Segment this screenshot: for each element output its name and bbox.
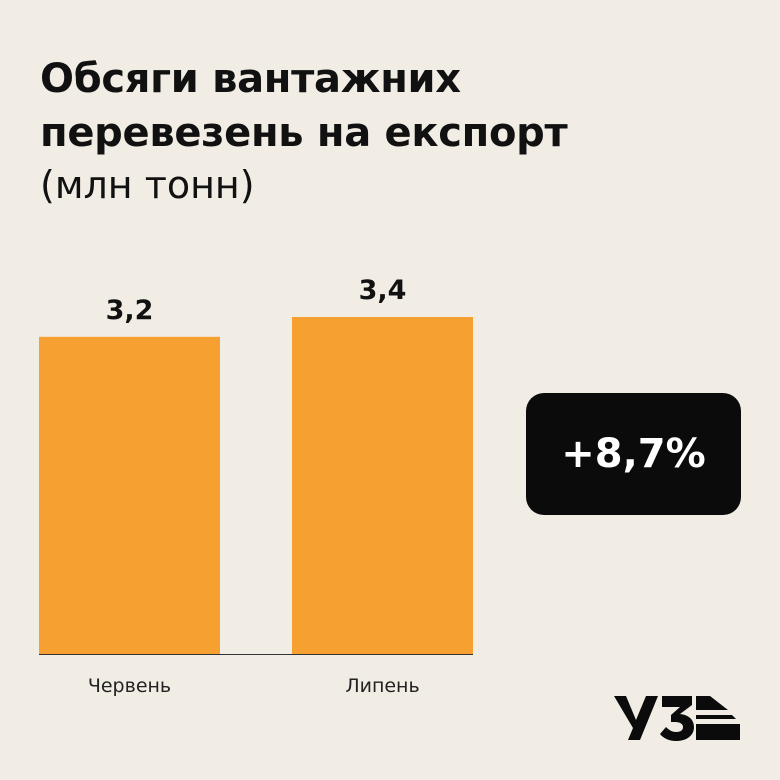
category-label: Липень: [345, 675, 419, 697]
chart-title: Обсяги вантажних перевезень на експорт: [40, 52, 568, 160]
chart-subtitle: (млн тонн): [40, 163, 255, 207]
bar-2: [292, 317, 473, 654]
chart-title-line-2: перевезень на експорт: [40, 110, 568, 156]
bar-value-label: 3,4: [359, 275, 407, 306]
change-badge: +8,7%: [526, 393, 741, 515]
bar-value-label: 3,2: [106, 295, 154, 326]
chart-title-line-1: Обсяги вантажних: [40, 56, 461, 102]
uz-logo-icon: [614, 696, 740, 741]
bar-1: [39, 336, 220, 654]
category-label: Червень: [88, 675, 171, 697]
